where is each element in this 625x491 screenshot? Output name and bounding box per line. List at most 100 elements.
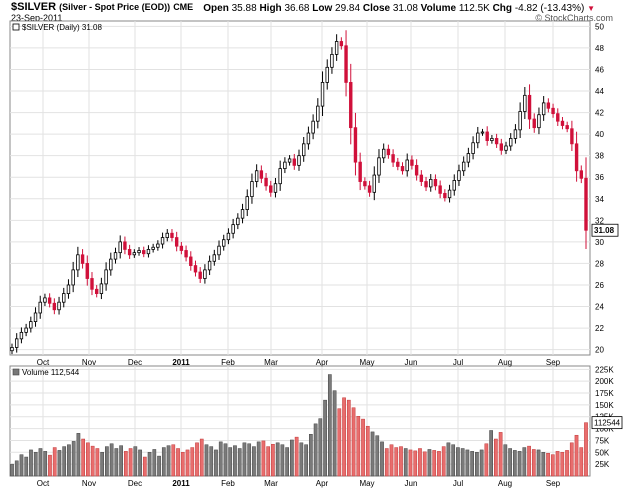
candle-body bbox=[52, 302, 57, 311]
candle-body bbox=[363, 181, 367, 187]
volume-bar bbox=[422, 451, 427, 477]
volume-bar bbox=[479, 449, 484, 477]
candle-body bbox=[494, 138, 499, 145]
candle-body bbox=[527, 94, 532, 120]
price-tick-label: 20 bbox=[595, 346, 604, 355]
candle-body bbox=[419, 174, 424, 182]
price-panel bbox=[9, 20, 591, 356]
volume-bar bbox=[138, 449, 142, 477]
candle-body bbox=[212, 254, 217, 262]
price-legend: $SILVER (Daily) 31.08 bbox=[22, 23, 102, 32]
volume-tick-label: 75K bbox=[595, 436, 610, 445]
volume-bar bbox=[52, 447, 57, 477]
symbol-label: $SILVER bbox=[11, 1, 57, 13]
candle-body bbox=[10, 347, 14, 352]
candle-body bbox=[400, 166, 405, 172]
candle-body bbox=[132, 252, 137, 256]
symbol-description: (Silver - Spot Price (EOD)) bbox=[59, 2, 171, 12]
price-tick-label: 32 bbox=[595, 216, 604, 225]
volume-bar bbox=[527, 445, 531, 477]
volume-bar bbox=[446, 442, 451, 477]
volume-tick-label: 175K bbox=[595, 389, 614, 398]
volume-bar bbox=[569, 442, 574, 477]
volume-bar bbox=[180, 452, 185, 477]
candle-body bbox=[127, 249, 132, 256]
volume-bar bbox=[114, 448, 119, 477]
price-x-tick-label: Aug bbox=[498, 358, 512, 367]
candle-body bbox=[381, 148, 386, 159]
candle-body bbox=[189, 256, 193, 266]
candle-body bbox=[146, 249, 151, 255]
volume-x-tick-label: May bbox=[359, 479, 374, 488]
candle-body bbox=[457, 170, 461, 181]
volume-bar bbox=[484, 443, 489, 477]
candle-body bbox=[278, 168, 282, 185]
volume-tick-label: 225K bbox=[595, 365, 614, 374]
candle-body bbox=[504, 145, 508, 151]
candle-body bbox=[118, 241, 122, 254]
chart-title: $SILVER (Silver - Spot Price (EOD)) CME bbox=[11, 1, 193, 13]
volume-bar bbox=[171, 444, 176, 477]
candle-body bbox=[377, 157, 381, 176]
volume-bar bbox=[252, 446, 256, 477]
volume-bar bbox=[584, 422, 588, 477]
volume-bar bbox=[271, 443, 275, 477]
volume-bar bbox=[218, 441, 223, 477]
candle-body bbox=[264, 177, 268, 187]
volume-bar bbox=[365, 425, 370, 477]
candle-body bbox=[302, 143, 306, 157]
volume-bar bbox=[29, 449, 33, 477]
candle-body bbox=[137, 250, 141, 254]
volume-bar bbox=[33, 452, 38, 477]
volume-bar bbox=[247, 443, 252, 477]
volume-bar bbox=[100, 452, 104, 477]
price-tick-label: 36 bbox=[595, 173, 604, 182]
brand-watermark: © StockCharts.com bbox=[535, 13, 613, 23]
candle-body bbox=[160, 237, 165, 245]
candle-body bbox=[217, 245, 221, 256]
volume-bar bbox=[105, 446, 109, 477]
price-tick-label: 50 bbox=[595, 22, 604, 31]
candle-body bbox=[311, 120, 315, 134]
candle-body bbox=[179, 245, 184, 251]
volume-bar bbox=[43, 451, 48, 477]
change-down-arrow-icon: ▼ bbox=[587, 4, 595, 13]
volume-x-tick-label: Mar bbox=[264, 479, 278, 488]
candle-body bbox=[471, 142, 475, 154]
price-tick-label: 26 bbox=[595, 281, 604, 290]
candle-body bbox=[165, 232, 169, 238]
candle-body bbox=[151, 246, 155, 250]
volume-bar bbox=[190, 447, 195, 477]
price-x-tick-label: Dec bbox=[128, 358, 142, 367]
candle-body bbox=[174, 237, 179, 247]
volume-bar bbox=[346, 399, 351, 477]
candle-body bbox=[170, 232, 174, 238]
price-tick-label: 22 bbox=[595, 324, 604, 333]
candle-body bbox=[551, 107, 555, 115]
volume-bar bbox=[214, 449, 218, 477]
candle-body bbox=[391, 154, 395, 163]
candle-body bbox=[104, 269, 108, 285]
volume-bar bbox=[517, 451, 522, 477]
volume-bar bbox=[128, 448, 133, 477]
candle-body bbox=[15, 338, 19, 348]
volume-bar bbox=[342, 397, 346, 477]
volume-bar bbox=[261, 440, 266, 477]
volume-x-tick-label: Nov bbox=[82, 479, 96, 488]
volume-bar bbox=[237, 448, 242, 477]
candle-body bbox=[513, 129, 518, 139]
volume-bar bbox=[81, 438, 86, 477]
volume-bar bbox=[399, 446, 403, 477]
quote-close: Close 31.08 bbox=[362, 3, 418, 14]
price-tick-label: 46 bbox=[595, 65, 604, 74]
volume-bar bbox=[48, 454, 52, 477]
volume-bar bbox=[560, 452, 565, 477]
volume-bar bbox=[361, 418, 365, 477]
candle-body bbox=[71, 269, 75, 286]
candle-body bbox=[560, 120, 565, 126]
price-x-tick-label: Nov bbox=[82, 358, 96, 367]
candle-body bbox=[476, 132, 480, 144]
volume-bar bbox=[408, 449, 413, 477]
volume-bar bbox=[161, 447, 166, 477]
